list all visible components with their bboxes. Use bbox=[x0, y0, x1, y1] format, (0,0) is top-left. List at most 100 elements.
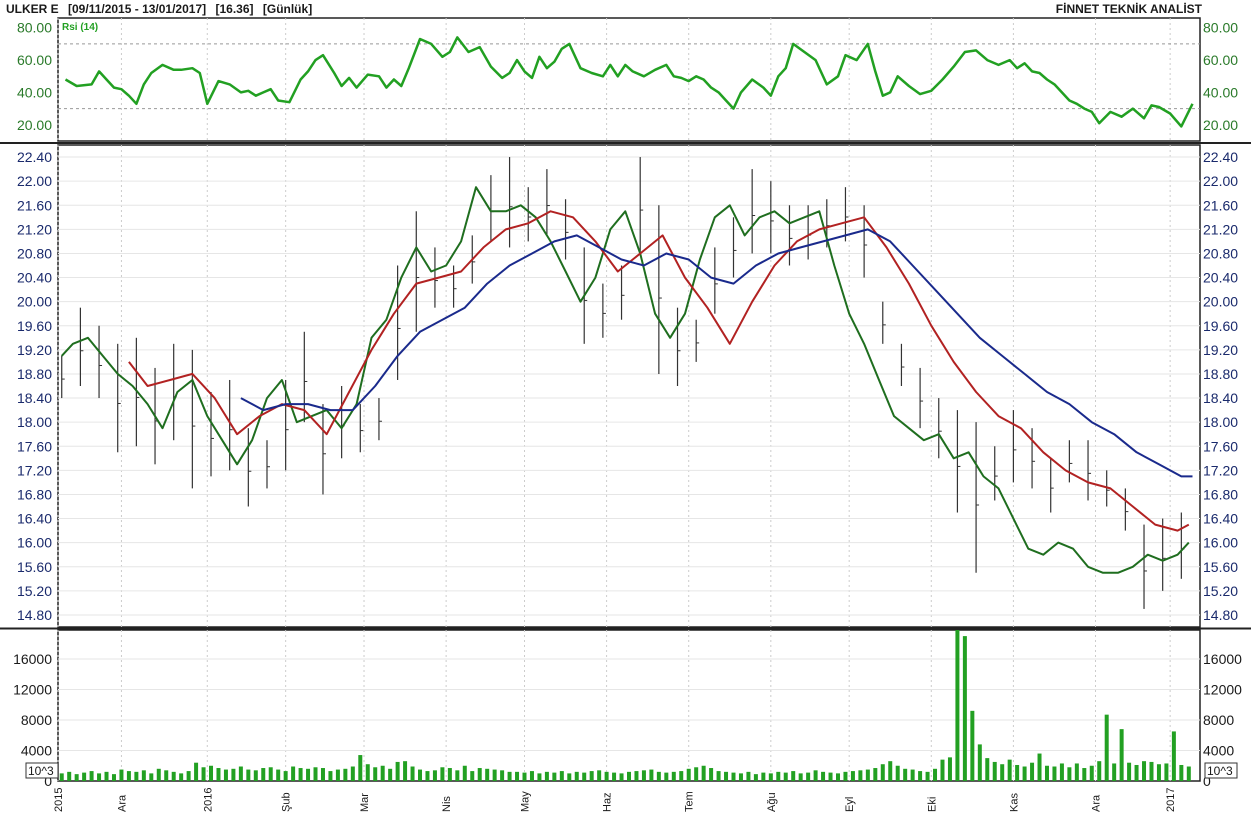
volume-bar bbox=[589, 771, 594, 781]
volume-bar bbox=[1037, 753, 1042, 781]
volume-y-tick-right: 4000 bbox=[1203, 742, 1234, 758]
volume-bar bbox=[291, 766, 296, 781]
volume-bar bbox=[910, 769, 915, 781]
volume-bar bbox=[126, 771, 131, 781]
volume-bar bbox=[59, 773, 64, 781]
volume-bar bbox=[515, 771, 520, 781]
x-tick-label: Ara bbox=[1091, 794, 1103, 812]
volume-y-tick-left: 16000 bbox=[13, 651, 52, 667]
volume-bar bbox=[492, 769, 497, 781]
volume-bar bbox=[776, 771, 781, 781]
volume-bar bbox=[1089, 765, 1094, 781]
volume-bar bbox=[1059, 763, 1064, 781]
volume-bar bbox=[119, 769, 124, 781]
rsi-y-tick-left: 80.00 bbox=[17, 20, 52, 36]
price-y-tick-left: 18.00 bbox=[17, 414, 52, 430]
volume-bar bbox=[574, 771, 579, 781]
volume-bar bbox=[156, 768, 161, 781]
price-y-tick-right: 18.80 bbox=[1203, 366, 1238, 382]
volume-bar bbox=[888, 761, 893, 781]
unit-label-right: 10^3 bbox=[1207, 764, 1233, 778]
price-y-tick-right: 18.00 bbox=[1203, 414, 1238, 430]
volume-bar bbox=[373, 767, 378, 781]
volume-bar bbox=[977, 744, 982, 781]
price-y-tick-right: 17.60 bbox=[1203, 438, 1238, 454]
volume-y-tick-left: 8000 bbox=[21, 712, 52, 728]
volume-bar bbox=[335, 769, 340, 781]
volume-bar bbox=[768, 773, 773, 781]
panel-frames bbox=[0, 17, 1251, 782]
volume-y-tick-right: 8000 bbox=[1203, 712, 1234, 728]
rsi-y-tick-left: 20.00 bbox=[17, 117, 52, 133]
volume-bar bbox=[1000, 764, 1005, 781]
unit-box-left bbox=[25, 762, 59, 779]
rsi-y-tick-left: 60.00 bbox=[17, 52, 52, 68]
volume-bar bbox=[1015, 764, 1020, 781]
volume-bar bbox=[388, 768, 393, 781]
price-y-tick-left: 17.20 bbox=[17, 462, 52, 478]
price-y-tick-right: 19.20 bbox=[1203, 342, 1238, 358]
volume-bar bbox=[410, 766, 415, 781]
volume-bar bbox=[67, 771, 72, 781]
volume-bar bbox=[97, 773, 102, 781]
volume-bar bbox=[694, 767, 699, 781]
volume-unit-badges: 10^3 10^3 bbox=[25, 762, 1238, 779]
volume-bar bbox=[403, 761, 408, 781]
volume-bar bbox=[753, 774, 758, 781]
price-y-tick-left: 14.80 bbox=[17, 607, 52, 623]
rsi-line bbox=[64, 36, 1194, 128]
volume-bar bbox=[462, 765, 467, 781]
volume-bar bbox=[955, 630, 960, 781]
price-ma-short-line bbox=[60, 186, 1190, 574]
volume-bar bbox=[209, 765, 214, 781]
price-y-tick-right: 18.40 bbox=[1203, 390, 1238, 406]
x-tick-label: Ağu bbox=[766, 792, 778, 812]
volume-bar bbox=[656, 771, 661, 781]
unit-box-right bbox=[1204, 762, 1238, 779]
price-y-tick-left: 21.60 bbox=[17, 197, 52, 213]
volume-bar bbox=[171, 771, 176, 781]
volume-bar bbox=[1052, 766, 1057, 781]
volume-bar bbox=[1097, 761, 1102, 781]
unit-label-left: 10^3 bbox=[28, 764, 54, 778]
price-y-tick-left: 18.40 bbox=[17, 390, 52, 406]
price-y-tick-right: 16.00 bbox=[1203, 535, 1238, 551]
volume-bar bbox=[89, 771, 94, 781]
volume-bar bbox=[1074, 763, 1079, 781]
rsi-panel: Rsi (14) bbox=[58, 22, 1200, 128]
price-y-tick-right: 15.60 bbox=[1203, 559, 1238, 575]
price-y-tick-left: 19.20 bbox=[17, 342, 52, 358]
volume-bar bbox=[880, 764, 885, 781]
volume-bar bbox=[231, 768, 236, 781]
volume-bar bbox=[873, 768, 878, 781]
volume-bar bbox=[104, 771, 109, 781]
volume-bar bbox=[149, 773, 154, 781]
price-y-tick-right: 20.80 bbox=[1203, 245, 1238, 261]
volume-bar bbox=[395, 761, 400, 781]
price-ma-mid-line bbox=[128, 210, 1190, 532]
volume-bar bbox=[238, 766, 243, 781]
volume-bar bbox=[470, 771, 475, 781]
volume-bar bbox=[1149, 761, 1154, 781]
price-y-tick-right: 16.40 bbox=[1203, 511, 1238, 527]
volume-bar bbox=[477, 768, 482, 781]
volume-bar bbox=[1186, 766, 1191, 781]
price-y-tick-right: 21.60 bbox=[1203, 197, 1238, 213]
volume-bar bbox=[619, 773, 624, 781]
volume-bar bbox=[164, 770, 169, 781]
rsi-y-tick-right: 20.00 bbox=[1203, 117, 1238, 133]
volume-bar bbox=[343, 768, 348, 781]
price-y-tick-right: 17.20 bbox=[1203, 462, 1238, 478]
volume-bar bbox=[529, 771, 534, 781]
volume-bar bbox=[485, 768, 490, 781]
volume-bar bbox=[612, 772, 617, 781]
price-y-tick-left: 22.40 bbox=[17, 149, 52, 165]
volume-y-tick-right: 12000 bbox=[1203, 681, 1242, 697]
volume-bar bbox=[298, 768, 303, 781]
volume-bar bbox=[179, 773, 184, 781]
volume-bar bbox=[455, 770, 460, 781]
volume-bar bbox=[1067, 767, 1072, 781]
volume-bar bbox=[850, 771, 855, 781]
price-y-tick-left: 22.00 bbox=[17, 173, 52, 189]
x-tick-label: 2015 bbox=[53, 788, 65, 812]
